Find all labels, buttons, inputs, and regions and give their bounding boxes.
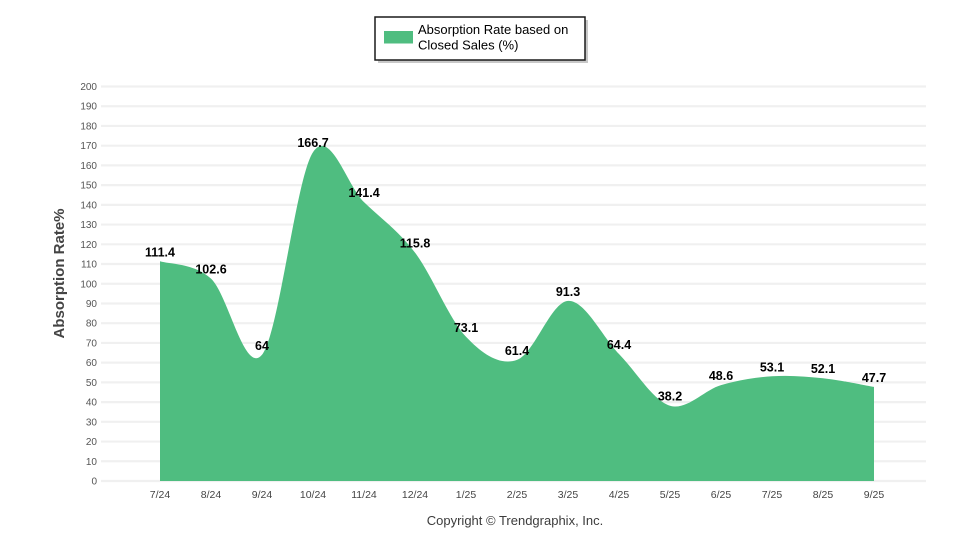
svg-text:3/25: 3/25 — [558, 489, 579, 501]
svg-text:170: 170 — [80, 141, 97, 152]
svg-text:1/25: 1/25 — [456, 489, 477, 501]
svg-text:7/25: 7/25 — [762, 489, 783, 501]
svg-text:10: 10 — [86, 457, 98, 468]
svg-text:110: 110 — [81, 260, 97, 271]
svg-text:115.8: 115.8 — [400, 237, 431, 251]
svg-text:Copyright © Trendgraphix, Inc.: Copyright © Trendgraphix, Inc. — [427, 513, 604, 528]
svg-text:8/24: 8/24 — [201, 489, 222, 501]
svg-text:100: 100 — [80, 279, 97, 290]
svg-text:91.3: 91.3 — [556, 285, 580, 299]
svg-text:5/25: 5/25 — [660, 489, 681, 501]
svg-text:7/24: 7/24 — [150, 489, 171, 501]
svg-text:12/24: 12/24 — [402, 489, 428, 501]
svg-text:130: 130 — [80, 220, 97, 231]
svg-text:64.4: 64.4 — [607, 338, 631, 352]
svg-text:140: 140 — [80, 200, 97, 211]
svg-text:10/24: 10/24 — [300, 489, 326, 501]
svg-text:11/24: 11/24 — [351, 489, 377, 501]
svg-text:Closed Sales (%): Closed Sales (%) — [418, 38, 518, 53]
svg-text:20: 20 — [86, 437, 98, 448]
svg-text:60: 60 — [86, 358, 98, 369]
svg-text:166.7: 166.7 — [297, 136, 328, 150]
svg-text:120: 120 — [80, 240, 97, 251]
svg-text:141.4: 141.4 — [348, 186, 379, 200]
svg-text:64: 64 — [255, 339, 269, 353]
svg-text:Absorption Rate%: Absorption Rate% — [51, 208, 68, 338]
svg-text:9/25: 9/25 — [864, 489, 885, 501]
svg-text:30: 30 — [86, 417, 98, 428]
svg-text:6/25: 6/25 — [711, 489, 732, 501]
svg-text:70: 70 — [86, 338, 98, 349]
svg-text:40: 40 — [86, 398, 98, 409]
svg-text:48.6: 48.6 — [709, 369, 733, 383]
svg-text:73.1: 73.1 — [454, 321, 478, 335]
svg-text:190: 190 — [80, 102, 97, 113]
svg-text:2/25: 2/25 — [507, 489, 528, 501]
svg-text:111.4: 111.4 — [145, 245, 175, 259]
svg-text:102.6: 102.6 — [195, 263, 226, 277]
svg-text:90: 90 — [86, 299, 98, 310]
svg-text:47.7: 47.7 — [862, 371, 886, 385]
svg-text:180: 180 — [80, 121, 97, 132]
svg-text:160: 160 — [80, 161, 97, 172]
svg-text:9/24: 9/24 — [252, 489, 273, 501]
svg-text:53.1: 53.1 — [760, 360, 784, 374]
svg-text:80: 80 — [86, 319, 98, 330]
svg-text:150: 150 — [80, 181, 97, 192]
svg-text:200: 200 — [80, 82, 97, 93]
svg-text:38.2: 38.2 — [658, 390, 682, 404]
svg-text:50: 50 — [86, 378, 98, 389]
svg-text:52.1: 52.1 — [811, 362, 835, 376]
svg-text:4/25: 4/25 — [609, 489, 630, 501]
svg-text:Absorption Rate based on: Absorption Rate based on — [418, 22, 568, 37]
svg-text:0: 0 — [91, 477, 97, 488]
svg-text:8/25: 8/25 — [813, 489, 834, 501]
svg-text:61.4: 61.4 — [505, 344, 529, 358]
